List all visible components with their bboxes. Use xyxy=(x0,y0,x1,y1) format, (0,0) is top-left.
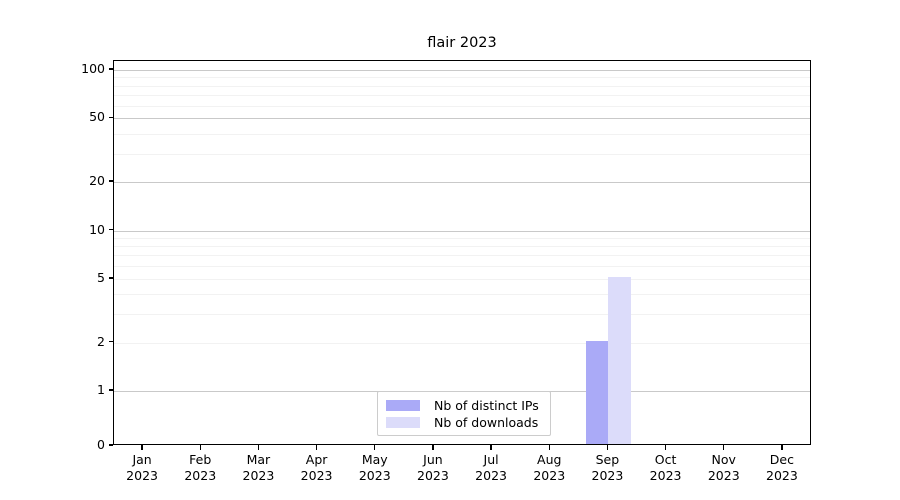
x-axis-tick-label: Jan 2023 xyxy=(110,452,174,484)
y-axis-tick-mark xyxy=(108,116,113,118)
y-axis-tick-label: 20 xyxy=(89,173,105,189)
x-axis-tick-month: Dec xyxy=(769,452,794,467)
x-axis-tick-year: 2023 xyxy=(184,468,217,483)
y-axis-tick-mark xyxy=(108,68,113,70)
gridline-minor xyxy=(114,343,810,344)
gridline-minor xyxy=(114,77,810,78)
x-axis-tick-month: Jun xyxy=(423,452,443,467)
page-title: flair 2023 xyxy=(427,35,497,51)
gridline-minor xyxy=(114,246,810,247)
x-axis-tick-mark xyxy=(141,445,143,450)
x-axis-tick-mark xyxy=(781,445,783,450)
plot-area xyxy=(113,60,811,445)
legend-item-label: Nb of distinct IPs xyxy=(434,398,539,413)
legend-item[interactable]: Nb of distinct IPs xyxy=(386,397,542,414)
y-axis-tick-labels: 0 1 2 5 10 20 50 100 xyxy=(60,60,105,451)
gridline-minor xyxy=(114,255,810,256)
x-axis-tick-marks xyxy=(113,445,811,450)
gridline-minor xyxy=(114,134,810,135)
bar[interactable] xyxy=(586,340,609,444)
x-axis-tick-mark xyxy=(490,445,492,450)
x-axis-tick-mark xyxy=(723,445,725,450)
x-axis-tick-label: Nov 2023 xyxy=(692,452,756,484)
gridline-minor xyxy=(114,86,810,87)
y-axis-tick-mark xyxy=(108,340,113,343)
x-axis-tick-month: Mar xyxy=(246,452,271,467)
y-axis-tick-label: 0 xyxy=(97,437,105,452)
gridline-minor xyxy=(114,106,810,107)
gridline-major xyxy=(114,118,810,119)
y-axis-tick-mark xyxy=(108,444,113,446)
x-axis-tick-month: Jul xyxy=(483,452,499,467)
x-axis-tick-mark xyxy=(315,445,318,450)
legend-swatch-icon xyxy=(386,400,420,411)
chart-legend[interactable]: Nb of distinct IPs Nb of downloads xyxy=(377,391,551,436)
x-axis-tick-year: 2023 xyxy=(533,468,566,483)
x-axis-tick-label: Sep 2023 xyxy=(575,452,639,484)
x-axis-tick-month: Oct xyxy=(654,452,677,467)
x-axis-tick-label: May 2023 xyxy=(343,452,407,484)
x-axis-tick-month: Apr xyxy=(305,452,328,467)
gridline-minor xyxy=(114,238,810,239)
y-axis-tick-mark xyxy=(108,180,113,182)
x-axis-tick-year: 2023 xyxy=(358,468,391,483)
gridline-minor xyxy=(114,266,810,267)
x-axis-tick-mark xyxy=(374,445,376,450)
x-axis-tick-label: Feb 2023 xyxy=(168,452,232,484)
y-axis-tick-label: 2 xyxy=(97,333,105,349)
y-axis-tick-mark xyxy=(108,277,113,279)
x-axis-tick-label: Dec 2023 xyxy=(750,452,814,484)
x-axis-tick-mark xyxy=(199,445,201,450)
y-axis-tick-marks xyxy=(108,60,114,446)
y-axis-tick-label: 100 xyxy=(81,61,105,76)
gridline-major xyxy=(114,182,810,183)
gridline-minor xyxy=(114,314,810,315)
x-axis-tick-mark xyxy=(432,445,434,450)
x-axis-tick-year: 2023 xyxy=(242,468,275,483)
x-axis-tick-year: 2023 xyxy=(707,468,740,483)
x-axis-tick-label: Aug 2023 xyxy=(517,452,581,484)
x-axis-tick-month: Aug xyxy=(537,452,562,467)
y-axis-tick-mark xyxy=(108,389,113,391)
x-axis-tick-year: 2023 xyxy=(591,468,624,483)
x-axis-tick-label: Jul 2023 xyxy=(459,452,523,484)
x-axis-tick-year: 2023 xyxy=(417,468,449,483)
x-axis-tick-year: 2023 xyxy=(126,468,158,483)
legend-item[interactable]: Nb of downloads xyxy=(386,414,542,431)
x-axis-tick-label: Oct 2023 xyxy=(634,452,698,484)
x-axis-tick-mark xyxy=(257,445,260,450)
x-axis-tick-mark xyxy=(606,445,609,450)
x-axis-tick-year: 2023 xyxy=(475,468,507,483)
gridline-minor xyxy=(114,95,810,96)
x-axis-tick-year: 2023 xyxy=(300,468,333,483)
gridline-minor xyxy=(114,279,810,280)
y-axis-tick-label: 1 xyxy=(97,382,105,397)
y-axis-tick-label: 5 xyxy=(97,269,105,285)
gridline-minor xyxy=(114,294,810,295)
x-axis-tick-month: Feb xyxy=(189,452,212,467)
x-axis-tick-label: Apr 2023 xyxy=(285,452,349,484)
gridline-minor xyxy=(114,154,810,155)
x-axis-tick-month: Nov xyxy=(711,452,736,467)
y-axis-tick-mark xyxy=(108,228,113,231)
x-axis-tick-labels: Jan 2023 Feb 2023 Mar 2023 Apr 2023 May 2023 Jun 20… xyxy=(113,452,811,492)
x-axis-tick-month: Sep xyxy=(595,452,620,467)
gridline-major xyxy=(114,231,810,232)
x-axis-tick-month: Jan xyxy=(132,452,152,467)
x-axis-tick-label: Mar 2023 xyxy=(226,452,290,484)
x-axis-tick-mark xyxy=(664,445,667,450)
y-axis-tick-label: 10 xyxy=(89,221,105,237)
x-axis-tick-year: 2023 xyxy=(766,468,798,483)
legend-item-label: Nb of downloads xyxy=(434,415,539,430)
gridline-major xyxy=(114,70,810,71)
legend-swatch-icon xyxy=(386,417,420,428)
x-axis-tick-label: Jun 2023 xyxy=(401,452,465,484)
x-axis-tick-year: 2023 xyxy=(649,468,682,483)
bar[interactable] xyxy=(608,276,631,444)
x-axis-tick-month: May xyxy=(361,452,388,467)
y-axis-tick-label: 50 xyxy=(89,109,105,125)
x-axis-tick-mark xyxy=(548,445,550,450)
